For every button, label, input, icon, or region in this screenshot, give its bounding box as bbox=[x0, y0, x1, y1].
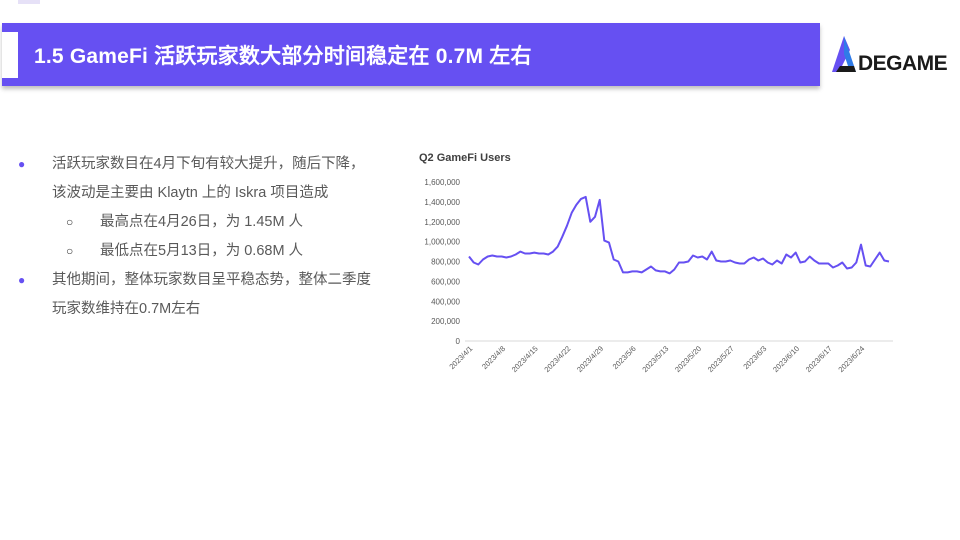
x-axis: 2023/4/1 2023/4/8 2023/4/15 2023/4/22 2023/4… bbox=[447, 340, 893, 374]
title-notch bbox=[2, 32, 18, 78]
circle-bullet-icon: ○ bbox=[66, 244, 74, 258]
sub-bullet-text: 最低点在5月13日，为 0.68M 人 bbox=[100, 243, 304, 259]
sub-bullet-text: 最高点在4月26日，为 1.45M 人 bbox=[100, 214, 304, 230]
page-title: 1.5 GameFi 活跃玩家数大部分时间稳定在 0.7M 左右 bbox=[34, 45, 532, 68]
x-tick-label: 2023/4/15 bbox=[510, 344, 540, 374]
degame-logo: DEGAME bbox=[830, 34, 954, 78]
bullet-list: ● 活跃玩家数目在4月下旬有较大提升，随后下降，该波动是主要由 Klaytn 上… bbox=[18, 150, 378, 324]
sub-bullet-item: ○ 最高点在4月26日，为 1.45M 人 bbox=[18, 208, 378, 237]
chart-title: Q2 GameFi Users bbox=[419, 152, 511, 164]
y-tick-label: 1,400,000 bbox=[424, 198, 460, 207]
bullet-dot-icon: ● bbox=[18, 157, 26, 171]
x-tick-label: 2023/4/22 bbox=[542, 344, 572, 374]
y-tick-label: 200,000 bbox=[431, 317, 460, 326]
x-tick-label: 2023/5/27 bbox=[706, 344, 736, 374]
y-tick-label: 1,600,000 bbox=[424, 178, 460, 187]
y-tick-label: 1,200,000 bbox=[424, 218, 460, 227]
plot-area bbox=[468, 195, 890, 275]
corner-tab bbox=[18, 0, 40, 4]
circle-bullet-icon: ○ bbox=[66, 215, 74, 229]
y-tick-label: 1,000,000 bbox=[424, 238, 460, 247]
title-bar: 1.5 GameFi 活跃玩家数大部分时间稳定在 0.7M 左右 bbox=[2, 23, 820, 86]
users-line-chart: Q2 GameFi Users 0 200,000 400,000 600,000 80… bbox=[415, 145, 905, 395]
y-tick-label: 0 bbox=[456, 337, 461, 346]
x-tick-label: 2023/4/8 bbox=[480, 344, 507, 371]
chart-svg: Q2 GameFi Users 0 200,000 400,000 600,000 80… bbox=[419, 152, 893, 374]
sub-bullet-item: ○ 最低点在5月13日，为 0.68M 人 bbox=[18, 237, 378, 266]
x-tick-label: 2023/6/24 bbox=[836, 344, 866, 374]
bullet-dot-icon: ● bbox=[18, 273, 26, 287]
x-tick-label: 2023/6/10 bbox=[771, 344, 801, 374]
x-tick-label: 2023/5/20 bbox=[673, 344, 703, 374]
bullet-text: 活跃玩家数目在4月下旬有较大提升，随后下降，该波动是主要由 Klaytn 上的 … bbox=[52, 156, 365, 201]
logo-text: DEGAME bbox=[858, 52, 948, 75]
bullet-item: ● 活跃玩家数目在4月下旬有较大提升，随后下降，该波动是主要由 Klaytn 上… bbox=[18, 150, 378, 208]
x-tick-label: 2023/6/3 bbox=[741, 344, 768, 371]
bullet-item: ● 其他期间，整体玩家数目呈平稳态势，整体二季度玩家数维持在0.7M左右 bbox=[18, 266, 378, 324]
y-axis: 0 200,000 400,000 600,000 800,000 1,000,000 1,… bbox=[424, 178, 460, 346]
y-tick-label: 800,000 bbox=[431, 258, 460, 267]
y-tick-label: 400,000 bbox=[431, 297, 460, 306]
bullet-text: 其他期间，整体玩家数目呈平稳态势，整体二季度玩家数维持在0.7M左右 bbox=[52, 272, 371, 317]
x-tick-label: 2023/4/1 bbox=[447, 344, 474, 371]
x-tick-label: 2023/5/6 bbox=[611, 344, 638, 371]
x-tick-label: 2023/4/29 bbox=[575, 344, 605, 374]
x-tick-label: 2023/5/13 bbox=[640, 344, 670, 374]
y-tick-label: 600,000 bbox=[431, 277, 460, 286]
logo-mark-icon bbox=[832, 36, 856, 72]
x-tick-label: 2023/6/17 bbox=[804, 344, 834, 374]
series-line bbox=[468, 195, 890, 275]
